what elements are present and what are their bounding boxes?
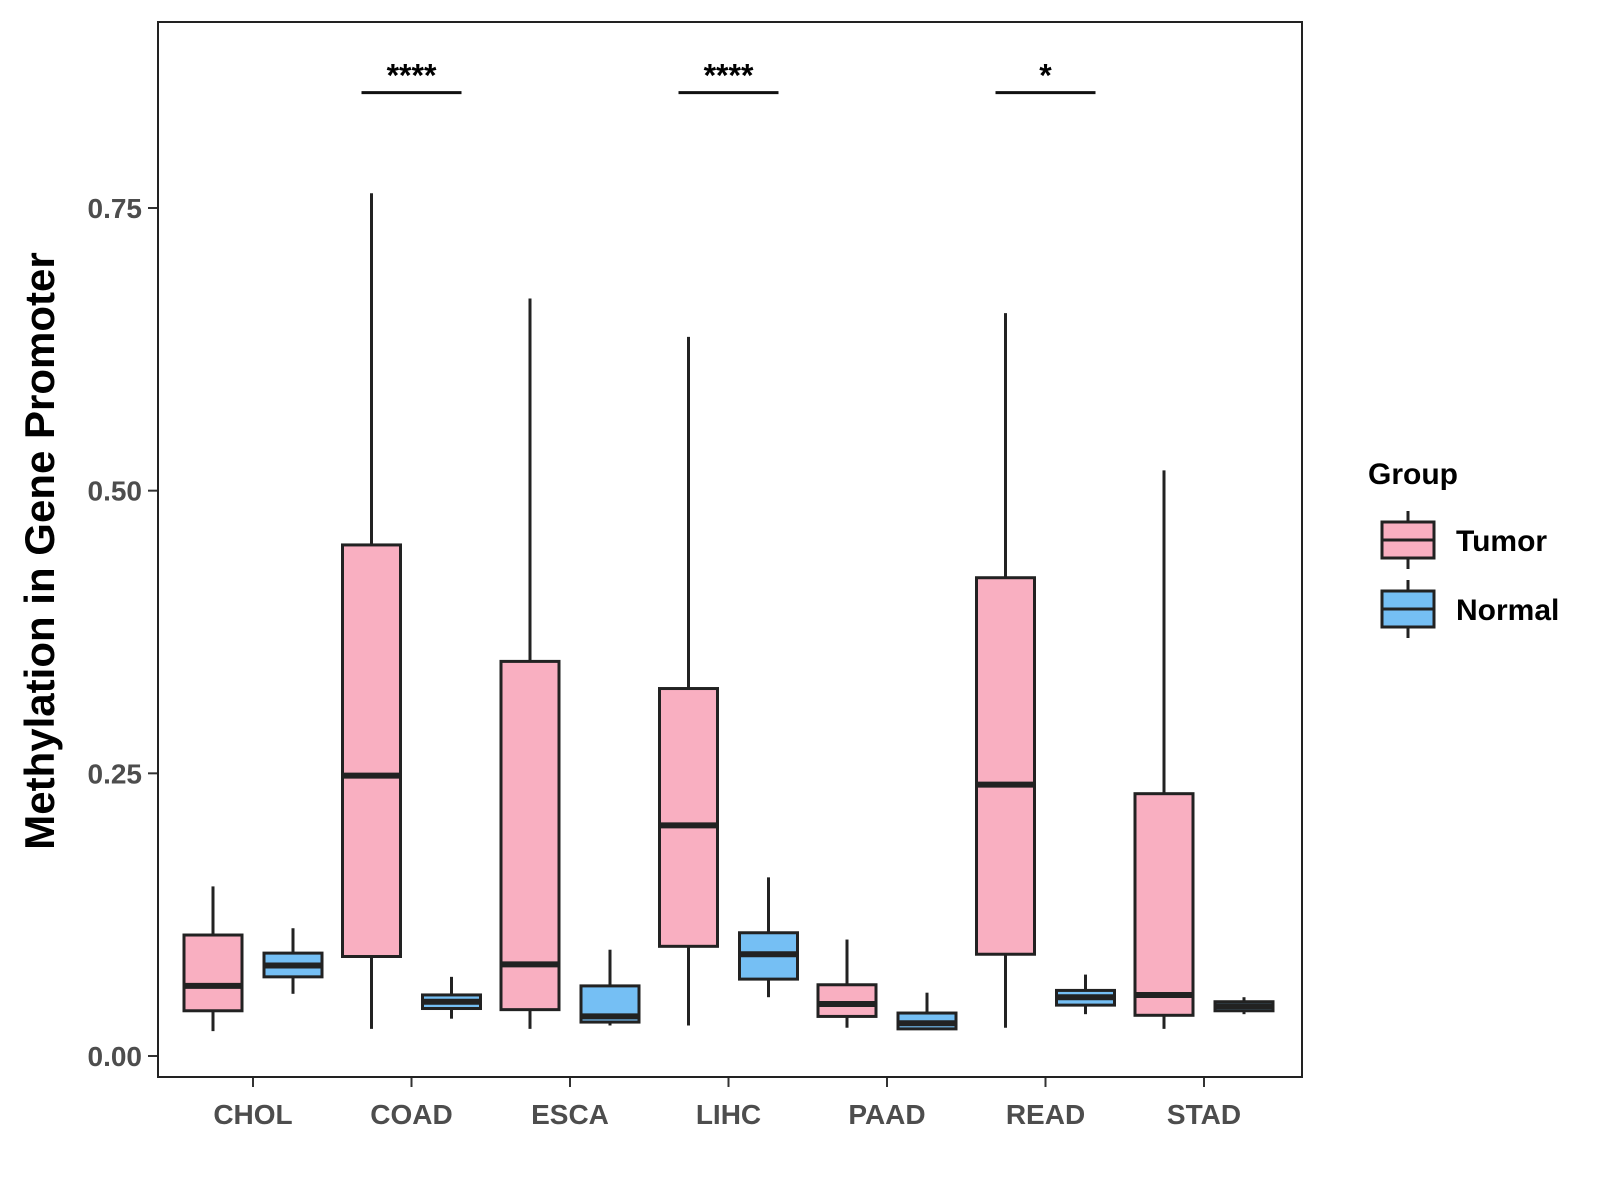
box-tumor-chol [182, 886, 244, 1032]
y-tick-label: 0.00 [88, 1041, 143, 1072]
legend-label-normal: Normal [1456, 594, 1559, 627]
box-iqr [975, 576, 1036, 956]
significance-label-lihc: **** [704, 58, 754, 94]
x-tick-label-stad: STAD [1167, 1099, 1241, 1130]
boxes [182, 193, 1275, 1032]
box-normal-paad [896, 992, 958, 1031]
x-axis: CHOL COAD ESCA LIHC PAAD READ STAD [213, 1077, 1241, 1130]
legend-label-tumor: Tumor [1456, 525, 1547, 558]
significance-annotations: **** **** * [361, 58, 1096, 95]
box-normal-esca [579, 949, 641, 1026]
box-tumor-stad [1133, 470, 1195, 1029]
y-axis: 0.00 0.25 0.50 0.75 [88, 193, 158, 1072]
x-tick-label-chol: CHOL [213, 1099, 292, 1130]
box-tumor-read [975, 313, 1036, 1028]
legend: Group Tumor Normal [1368, 458, 1559, 638]
box-normal-lihc [738, 877, 799, 998]
legend-key-normal: Normal [1380, 580, 1559, 638]
box-normal-stad [1213, 997, 1275, 1015]
y-axis-title: Methylation in Gene Promoter [16, 252, 63, 849]
box-tumor-lihc [658, 336, 719, 1026]
box-tumor-esca [499, 298, 561, 1029]
box-iqr [816, 983, 878, 1018]
box-iqr [1133, 792, 1195, 1017]
box-tumor-coad [341, 193, 402, 1029]
box-normal-chol [262, 928, 324, 994]
box-iqr [341, 543, 402, 959]
significance-label-read: * [1039, 58, 1052, 94]
y-tick-label: 0.25 [88, 758, 143, 789]
x-tick-label-lihc: LIHC [696, 1099, 761, 1130]
x-tick-label-coad: COAD [370, 1099, 452, 1130]
plot-panel-border [157, 21, 1303, 1078]
y-tick-label: 0.50 [88, 476, 143, 507]
box-iqr [658, 687, 719, 948]
significance-label-coad: **** [387, 58, 437, 94]
y-tick-label: 0.75 [88, 193, 143, 224]
box-normal-coad [421, 976, 482, 1019]
x-tick-label-paad: PAAD [848, 1099, 925, 1130]
x-tick-label-read: READ [1006, 1099, 1085, 1130]
legend-keys: Tumor Normal [1380, 511, 1559, 638]
legend-title: Group [1368, 458, 1458, 491]
x-tick-label-esca: ESCA [531, 1099, 609, 1130]
box-tumor-paad [816, 939, 878, 1028]
box-iqr [499, 659, 561, 1012]
box-normal-read [1055, 974, 1116, 1015]
box-iqr [182, 933, 244, 1013]
legend-key-tumor: Tumor [1380, 511, 1547, 569]
